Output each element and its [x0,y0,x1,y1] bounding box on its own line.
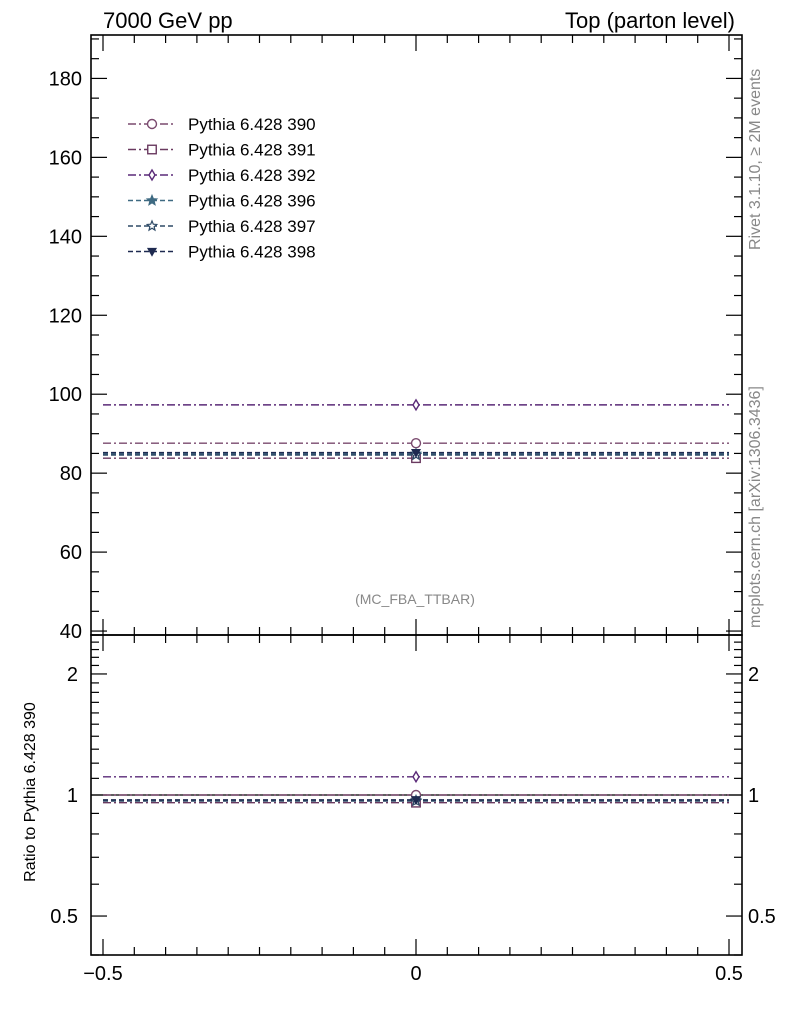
main-x-axis [102,35,730,635]
ratio-y-tick-label-right: 0.5 [748,906,776,928]
main-series-marker-0 [410,437,422,449]
ratio-y-axis: 0.5 0.5 1 1 2 2 [50,634,776,956]
ratio-y-tick-label-right: 1 [748,785,759,807]
legend-marker-5 [146,247,158,257]
ratio-series-marker-5 [410,796,422,805]
header-left: 7000 GeV pp [103,8,233,33]
main-y-tick-label: 100 [49,384,82,406]
legend-label-4: Pythia 6.428 397 [188,217,316,236]
main-y-tick-label: 160 [49,147,82,169]
main-panel: 40 60 80 100 120 140 160 180 [49,34,743,643]
side-label-top: Rivet 3.1.10, ≥ 2M events [747,69,764,250]
x-tick-label: −0.5 [83,963,122,985]
ratio-ylabel: Ratio to Pythia 6.428 390 [22,702,39,882]
legend-label-2: Pythia 6.428 392 [188,166,316,185]
main-y-axis: 40 60 80 100 120 140 160 180 [49,38,742,643]
legend: Pythia 6.428 390 Pythia 6.428 391 Pythia 6… [128,115,316,262]
main-y-tick-label: 80 [60,463,82,485]
header-right: Top (parton level) [565,8,735,33]
main-series-layer [103,398,729,464]
legend-label-3: Pythia 6.428 396 [188,192,316,211]
main-series-marker-5 [410,449,422,458]
legend-marker-0 [146,118,158,130]
legend-label-1: Pythia 6.428 391 [188,141,316,160]
main-series-marker-2 [412,398,420,412]
main-y-tick-label: 120 [49,305,82,327]
main-y-tick-label: 140 [49,226,82,248]
legend-label-0: Pythia 6.428 390 [188,115,316,134]
side-label-bottom: mcplots.cern.ch [arXiv:1306.3436] [747,386,764,628]
ratio-series-marker-2 [412,770,420,784]
legend-label-5: Pythia 6.428 398 [188,243,316,262]
ratio-x-axis: −0.5 0 0.5 [83,635,743,985]
watermark: (MC_FBA_TTBAR) [355,591,475,607]
ratio-y-tick-label: 2 [67,664,78,686]
x-tick-label: 0 [410,963,421,985]
ratio-y-tick-label: 1 [67,785,78,807]
main-y-tick-label: 40 [60,621,82,643]
main-y-tick-label: 180 [49,68,82,90]
x-tick-label: 0.5 [715,963,743,985]
legend-marker-2 [148,168,156,182]
ratio-series-layer [103,770,729,808]
ratio-y-tick-label: 0.5 [50,906,78,928]
legend-marker-4 [145,219,159,232]
ratio-y-tick-label-right: 2 [748,664,759,686]
legend-marker-1 [147,144,157,155]
ratio-panel: 0.5 0.5 1 1 2 2 −0.5 0 0.5 [50,634,776,985]
legend-marker-3 [145,193,159,206]
main-y-tick-label: 60 [60,542,82,564]
